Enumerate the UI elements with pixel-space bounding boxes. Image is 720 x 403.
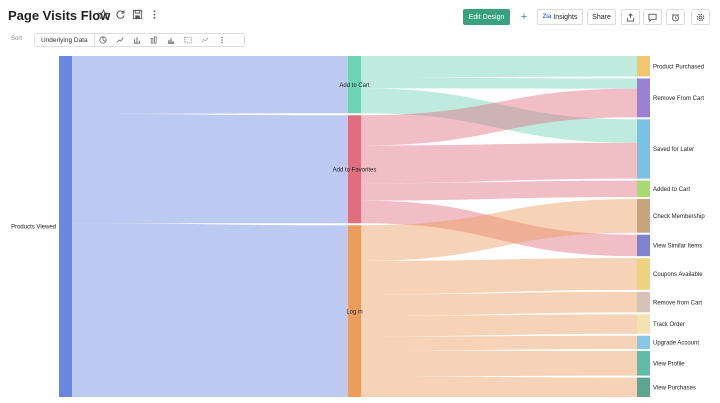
sankey-node-remove-from-cart[interactable] xyxy=(637,78,650,118)
sankey-label-upgrade-account: Upgrade Account xyxy=(653,341,699,347)
table-icon xyxy=(184,36,192,44)
sankey-node-view-similar-items[interactable] xyxy=(637,234,650,257)
sankey-labels: Products Viewed Add to Cart Add to Favorit… xyxy=(11,64,705,391)
sankey-label-add-to-cart: Add to Cart xyxy=(339,83,370,89)
title-actions xyxy=(98,9,160,20)
sankey-node-added-to-cart[interactable] xyxy=(637,180,650,197)
sankey-link-login-to-coupons-available[interactable] xyxy=(361,258,637,295)
sankey-link-login-to-remove-from-cart-2[interactable] xyxy=(361,291,637,316)
sankey-nodes xyxy=(59,56,650,397)
share-button[interactable]: Share xyxy=(587,9,616,25)
sankey-links xyxy=(72,56,637,397)
refresh-icon[interactable] xyxy=(115,9,126,20)
sankey-node-view-purchases[interactable] xyxy=(637,377,650,397)
sankey-label-view-purchases: View Purchases xyxy=(653,385,696,391)
page-title: Page Visits Flow xyxy=(8,8,111,23)
sankey-label-view-similar-items: View Similar Items xyxy=(653,244,702,250)
sankey-chart: Products Viewed Add to Cart Add to Favorit… xyxy=(11,56,705,397)
chart-type-bar-button[interactable] xyxy=(129,34,146,46)
chart-type-line-button[interactable] xyxy=(112,34,129,46)
sankey-link-add-to-favorites-to-saved-for-later[interactable] xyxy=(361,142,637,184)
insights-button[interactable]: Zia Insights xyxy=(537,9,583,25)
sankey-label-remove-from-cart: Remove From Cart xyxy=(653,96,704,102)
chart-toolbar: Sort Underlying Data xyxy=(0,31,720,48)
star-icon[interactable] xyxy=(98,9,109,20)
chart-tools: Underlying Data xyxy=(34,33,245,47)
sankey-node-coupons-available[interactable] xyxy=(637,258,650,290)
sankey-label-remove-from-cart-2: Remove from Cart xyxy=(653,300,702,306)
sankey-link-add-to-favorites-to-added-to-cart[interactable] xyxy=(361,180,637,201)
chart-type-column-button[interactable] xyxy=(163,34,180,46)
comment-button[interactable] xyxy=(643,9,662,25)
bar-chart-icon xyxy=(133,37,141,44)
underlying-data-button[interactable]: Underlying Data xyxy=(35,34,95,46)
trend-icon xyxy=(201,37,209,42)
add-button[interactable]: + xyxy=(520,11,528,23)
sankey-link-products-viewed-to-add-to-cart[interactable] xyxy=(72,56,348,114)
chart-type-stacked-button[interactable] xyxy=(146,34,163,46)
sankey-link-login-to-view-purchases[interactable] xyxy=(361,376,637,397)
sankey-link-add-to-cart-to-product-purchased[interactable] xyxy=(361,56,637,78)
header-bar: Page Visits Flow Edit Design + Zia Insig… xyxy=(0,0,720,32)
sankey-label-product-purchased: Product Purchased xyxy=(653,64,704,70)
sort-label[interactable]: Sort xyxy=(11,36,23,42)
sankey-label-login: Log in xyxy=(346,309,362,315)
column-chart-icon xyxy=(167,38,175,44)
stacked-bar-icon xyxy=(150,36,157,44)
chart-type-table-button[interactable] xyxy=(180,34,197,46)
sankey-link-add-to-favorites-to-view-similar-items[interactable] xyxy=(361,200,637,257)
comment-icon xyxy=(648,13,657,22)
sankey-label-add-to-favorites: Add to Favorites xyxy=(333,167,377,173)
zia-icon: Zia xyxy=(542,14,552,20)
sankey-link-products-viewed-to-login[interactable] xyxy=(72,223,348,397)
sankey-node-products-viewed[interactable] xyxy=(59,56,72,397)
more-tools-button[interactable] xyxy=(214,34,231,46)
sankey-label-added-to-cart: Added to Cart xyxy=(653,187,690,193)
sankey-node-track-order[interactable] xyxy=(637,314,650,334)
sankey-link-add-to-cart-to-saved-for-later[interactable] xyxy=(361,88,637,143)
save-icon[interactable] xyxy=(132,9,143,20)
sankey-label-saved-for-later: Saved for Later xyxy=(653,147,694,153)
gear-icon xyxy=(696,13,705,21)
sankey-node-saved-for-later[interactable] xyxy=(637,119,650,179)
export-button[interactable] xyxy=(621,9,640,25)
chart-type-trend-button[interactable] xyxy=(197,34,214,46)
sankey-link-login-to-view-profile[interactable] xyxy=(361,350,637,377)
more-vertical-icon[interactable] xyxy=(149,9,160,20)
pie-chart-icon xyxy=(99,36,107,44)
sankey-link-login-to-check-membership[interactable] xyxy=(361,198,637,261)
sankey-link-login-to-upgrade-account[interactable] xyxy=(361,335,637,351)
alarm-icon xyxy=(671,13,680,21)
sankey-link-add-to-favorites-to-remove-from-cart[interactable] xyxy=(361,88,637,146)
sankey-node-view-profile[interactable] xyxy=(637,351,650,376)
sankey-label-check-membership: Check Membership xyxy=(653,214,705,220)
sankey-node-check-membership[interactable] xyxy=(637,198,650,233)
sankey-node-remove-from-cart-2[interactable] xyxy=(637,291,650,313)
chart-type-pie-button[interactable] xyxy=(95,34,112,46)
sankey-node-add-to-cart[interactable] xyxy=(348,56,361,114)
edit-design-button[interactable]: Edit Design xyxy=(463,9,510,25)
line-chart-icon xyxy=(116,37,124,43)
sankey-label-coupons-available: Coupons Available xyxy=(653,272,703,278)
sankey-label-products-viewed: Products Viewed xyxy=(11,225,56,231)
export-icon xyxy=(626,12,635,22)
settings-button[interactable] xyxy=(691,9,710,25)
sankey-label-track-order: Track Order xyxy=(653,322,685,328)
sankey-node-product-purchased[interactable] xyxy=(637,56,650,77)
insights-label: Insights xyxy=(553,13,578,21)
sankey-link-login-to-track-order[interactable] xyxy=(361,314,637,337)
sankey-link-add-to-cart-to-remove-from-cart[interactable] xyxy=(361,77,637,89)
alarm-button[interactable] xyxy=(666,9,685,25)
sankey-node-add-to-favorites[interactable] xyxy=(348,115,361,224)
sankey-node-login[interactable] xyxy=(348,225,361,397)
sankey-link-products-viewed-to-add-to-favorites[interactable] xyxy=(72,113,348,224)
more-vertical-icon xyxy=(221,36,223,44)
sankey-node-upgrade-account[interactable] xyxy=(637,335,650,350)
sankey-label-view-profile: View Profile xyxy=(653,362,685,368)
